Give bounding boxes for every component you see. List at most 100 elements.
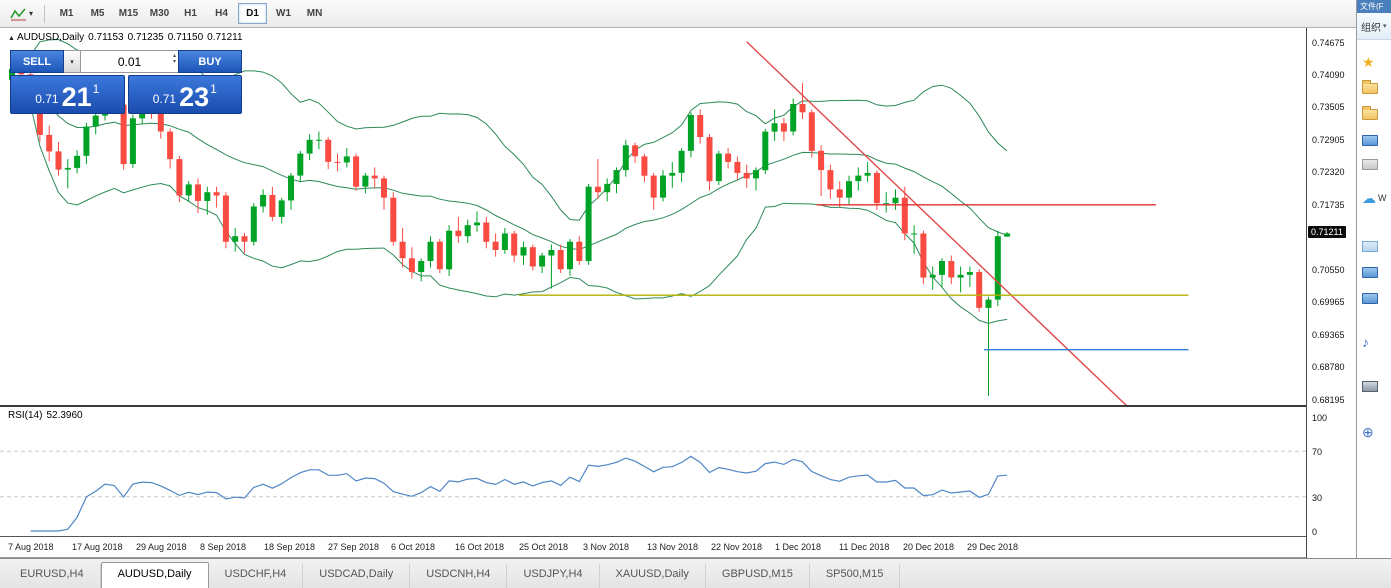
date-axis-label: 27 Sep 2018: [328, 542, 380, 552]
folder-icon[interactable]: [1362, 79, 1378, 96]
ohlc-open: 0.71153: [88, 32, 124, 43]
chevron-down-icon: ▾: [1383, 23, 1387, 30]
rsi-indicator-panel[interactable]: RSI(14) 52.3960: [0, 407, 1306, 537]
price-axis-label: 0.68195: [1312, 395, 1345, 405]
price-axis-label: 0.70550: [1312, 265, 1345, 275]
chart-tab-usdjpy-h4[interactable]: USDJPY,H4: [507, 564, 600, 588]
date-axis-label: 29 Dec 2018: [967, 542, 1019, 552]
desktop-icon: [1362, 134, 1378, 146]
date-axis-label: 20 Dec 2018: [903, 542, 955, 552]
downloads-folder-icon[interactable]: [1362, 105, 1378, 122]
timeframe-w1-button[interactable]: W1: [269, 3, 298, 24]
date-axis-label: 17 Aug 2018: [72, 542, 123, 552]
recent-places-icon[interactable]: [1362, 156, 1378, 172]
date-axis[interactable]: 7 Aug 2018 17 Aug 2018 29 Aug 2018 8 Sep 20…: [0, 537, 1306, 558]
date-axis-label: 8 Sep 2018: [200, 542, 247, 552]
price-axis-label: 0.69965: [1312, 297, 1345, 307]
timeframe-h1-button[interactable]: H1: [176, 3, 205, 24]
explorer-overlay-window: 文件(F 组织 ▾ ★ ☁ W ♪ ⊕: [1356, 0, 1391, 558]
price-axis-label: 0.68780: [1312, 362, 1345, 372]
date-axis-label: 7 Aug 2018: [8, 542, 54, 552]
price-axis-label: 0.73505: [1312, 102, 1345, 112]
timeframe-h4-button[interactable]: H4: [207, 3, 236, 24]
chart-tab-usdcnh-h4[interactable]: USDCNH,H4: [410, 564, 508, 588]
pictures-icon[interactable]: [1362, 290, 1378, 306]
timeframe-m15-button[interactable]: M15: [114, 3, 143, 24]
music-icon[interactable]: ♪: [1362, 334, 1369, 350]
buy-price-sup: 1: [210, 82, 217, 96]
price-axis[interactable]: 0.74675 0.74090 0.73505 0.72905 0.72320 0.717…: [1306, 28, 1356, 558]
sell-price-base: 0.71: [35, 92, 59, 106]
date-axis-label: 25 Oct 2018: [519, 542, 569, 552]
sell-price-sup: 1: [92, 82, 100, 96]
favorites-star-icon: ★: [1362, 54, 1375, 70]
sell-price-button[interactable]: 0.71 21 1: [10, 75, 125, 114]
timeframe-m1-button[interactable]: M1: [52, 3, 81, 24]
folder-icon: [1362, 79, 1378, 94]
computer-icon: [1362, 380, 1378, 392]
computer-icon[interactable]: [1362, 378, 1378, 394]
date-axis-label: 22 Nov 2018: [711, 542, 763, 552]
spin-up-icon[interactable]: ▴: [172, 53, 176, 59]
one-click-trading-panel: SELL ▾ 0.01 ▴ ▾ BUY 0.71 21 1 0.71 23 1: [10, 50, 242, 114]
price-axis-label: 0.71735: [1312, 200, 1345, 210]
wps-cloud-icon: ☁: [1362, 190, 1376, 206]
candlestick-chart[interactable]: [0, 28, 1306, 407]
rsi-label: RSI(14) 52.3960: [8, 410, 87, 421]
rsi-value: 52.3960: [46, 410, 83, 421]
timeframe-m30-button[interactable]: M30: [145, 3, 174, 24]
date-axis-label: 11 Dec 2018: [839, 542, 890, 552]
date-axis-label: 18 Sep 2018: [264, 542, 316, 552]
one-click-toggle-icon[interactable]: ▲: [8, 35, 15, 42]
favorites-star-icon[interactable]: ★: [1362, 54, 1375, 70]
volume-dropdown-button[interactable]: ▾: [64, 50, 81, 73]
chart-tab-sp500-m15[interactable]: SP500,M15: [810, 564, 901, 588]
volume-input[interactable]: 0.01 ▴ ▾: [81, 50, 178, 73]
timeframe-mn-button[interactable]: MN: [300, 3, 329, 24]
chart-tab-xauusd-daily[interactable]: XAUUSD,Daily: [600, 564, 706, 588]
toolbar-separator: [44, 4, 46, 23]
downloads-folder-icon: [1362, 105, 1378, 120]
rsi-name: RSI(14): [8, 410, 43, 421]
organize-label: 组织: [1361, 22, 1381, 34]
buy-button[interactable]: BUY: [178, 50, 242, 73]
buy-price-button[interactable]: 0.71 23 1: [127, 75, 242, 114]
sell-price-big: 21: [61, 82, 92, 112]
main-chart-panel[interactable]: ▲ AUDUSD,Daily 0.71153 0.71235 0.71150 0.7121…: [0, 28, 1306, 407]
timeframe-m5-button[interactable]: M5: [83, 3, 112, 24]
chart-tab-eurusd-h4[interactable]: EURUSD,H4: [4, 564, 101, 588]
price-axis-label: 0.72905: [1312, 135, 1345, 145]
network-icon[interactable]: ⊕: [1362, 424, 1374, 440]
date-axis-label: 6 Oct 2018: [391, 542, 436, 552]
videos-icon[interactable]: [1362, 264, 1378, 280]
indicator-dropdown-button[interactable]: ▾: [5, 3, 38, 25]
timeframe-d1-button[interactable]: D1: [238, 3, 268, 24]
chevron-down-icon: ▾: [29, 9, 34, 18]
price-axis-label: 0.69365: [1312, 330, 1345, 340]
organize-menu-button[interactable]: 组织 ▾: [1357, 13, 1391, 40]
chart-tab-audusd-daily[interactable]: AUDUSD,Daily: [100, 562, 209, 588]
date-axis-label: 13 Nov 2018: [647, 542, 699, 552]
chart-tab-gbpusd-m15[interactable]: GBPUSD,M15: [706, 564, 810, 588]
wps-cloud-icon[interactable]: ☁ W: [1362, 190, 1387, 206]
chart-tab-usdchf-h4[interactable]: USDCHF,H4: [209, 564, 304, 588]
explorer-nav-pane: ★ ☁ W ♪ ⊕: [1357, 40, 1391, 558]
spin-down-icon[interactable]: ▾: [172, 59, 176, 65]
rsi-axis-label: 30: [1312, 493, 1323, 503]
price-axis-label: 0.72320: [1312, 167, 1345, 177]
rsi-axis-label: 0: [1312, 527, 1318, 537]
desktop-icon[interactable]: [1362, 132, 1378, 148]
current-price-tag: 0.71211: [1308, 226, 1346, 238]
libraries-icon[interactable]: [1362, 238, 1378, 254]
zigzag-icon: [10, 7, 26, 20]
date-axis-label: 3 Nov 2018: [583, 542, 630, 552]
ohlc-close: 0.71211: [207, 32, 243, 43]
network-icon: ⊕: [1362, 424, 1374, 440]
explorer-menu-bar[interactable]: 文件(F: [1357, 0, 1391, 13]
sell-button[interactable]: SELL: [10, 50, 64, 73]
chart-tab-usdcad-daily[interactable]: USDCAD,Daily: [303, 564, 411, 588]
music-icon: ♪: [1362, 334, 1369, 350]
volume-stepper[interactable]: ▴ ▾: [173, 53, 176, 65]
rsi-axis-label: 100: [1312, 413, 1328, 423]
